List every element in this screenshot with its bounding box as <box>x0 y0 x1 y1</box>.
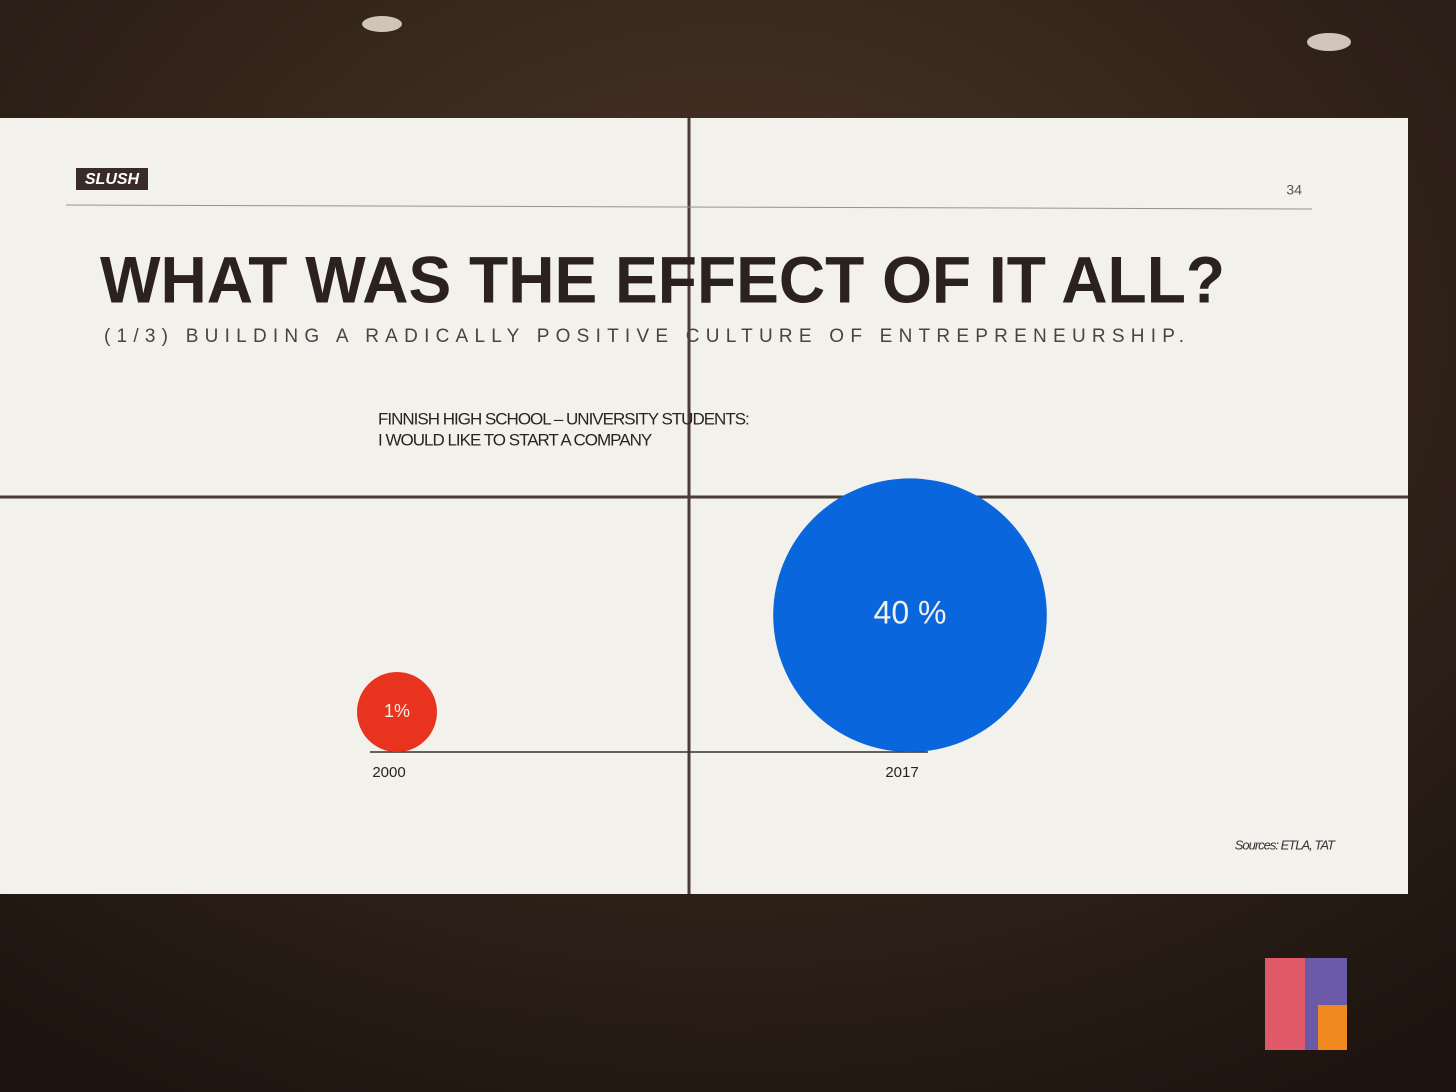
chart-subtitle: I WOULD LIKE TO START A COMPANY <box>378 430 652 449</box>
logo-sign-part <box>1265 958 1305 1050</box>
source-note: Sources: ETLA, TAT <box>1235 837 1336 852</box>
slide-heading: WHAT WAS THE EFFECT OF IT ALL? <box>100 242 1225 316</box>
bubble <box>773 478 1047 752</box>
ceiling-light <box>362 16 402 32</box>
header-rule <box>65 204 1313 210</box>
ceiling-light <box>1307 33 1351 51</box>
value-label: 40 % <box>874 595 947 631</box>
page-number: 34 <box>1286 182 1302 198</box>
logo-sign-part <box>1318 1005 1347 1050</box>
logo-box <box>76 168 148 190</box>
chart-title: FINNISH HIGH SCHOOL – UNIVERSITY STUDENT… <box>378 409 749 428</box>
screen <box>0 118 1408 894</box>
value-label: 1% <box>384 701 410 721</box>
x-tick-label: 2017 <box>885 764 918 781</box>
bubble <box>357 672 437 752</box>
slide-subheading: (1/3) BUILDING A RADICALLY POSITIVE CULT… <box>104 326 1184 347</box>
logo: SLUSH <box>85 171 140 188</box>
x-tick-label: 2000 <box>372 764 405 781</box>
